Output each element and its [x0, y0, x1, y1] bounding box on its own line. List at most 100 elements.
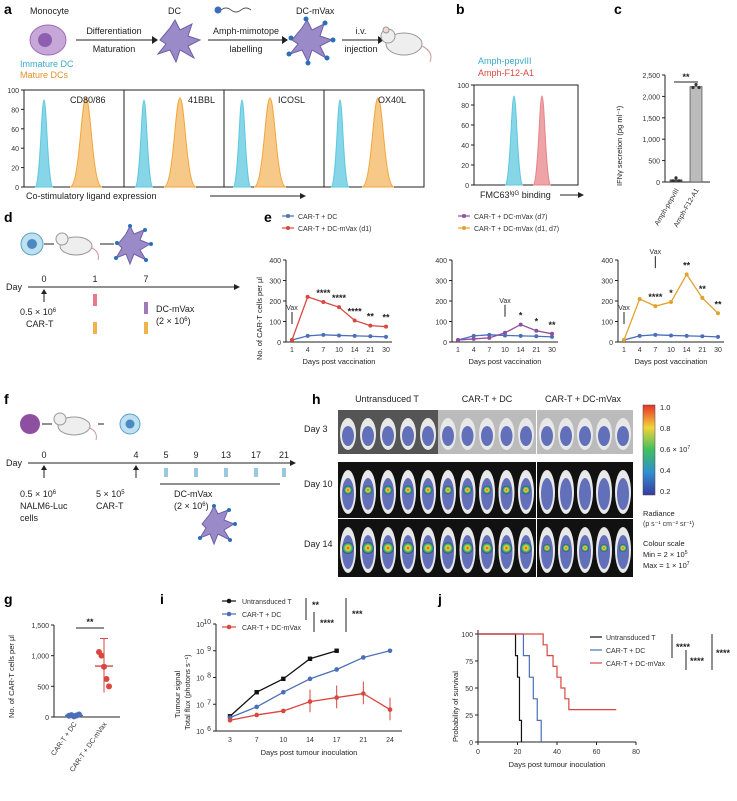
hist-label-41bbl: 41BBL	[188, 95, 215, 105]
e-ytick-label: 400	[435, 258, 447, 265]
h-signal	[461, 426, 474, 446]
j-ytick-label: 0	[469, 740, 473, 747]
e-ytick-label: 100	[435, 320, 447, 327]
e-series-point	[456, 337, 460, 342]
monocyte-label: Monocyte	[30, 6, 69, 16]
e-ytick-label: 400	[269, 258, 281, 265]
d-day-1: 1	[92, 274, 97, 284]
h-signal-hot	[482, 485, 492, 495]
h-signal-hot	[599, 543, 609, 553]
h-signal-hot	[342, 542, 354, 554]
h-signal	[617, 478, 629, 510]
e-xtick-label: 1	[622, 347, 626, 354]
panel-a-schematic: Monocyte Immature DC Mature DCs Differen…	[20, 6, 432, 80]
a-ytick-label: 80	[11, 107, 19, 114]
e-legend-marker	[286, 226, 290, 230]
mouse-icon-d	[55, 232, 99, 261]
h-signal-hot	[463, 485, 472, 495]
e-sig: ****	[316, 288, 331, 298]
h-signal	[579, 478, 591, 510]
e-sig: **	[683, 260, 691, 270]
g-sig: **	[86, 617, 94, 627]
dc-label: DC	[168, 6, 181, 16]
h-signal-hot	[383, 485, 393, 495]
h-signal-hot	[580, 543, 590, 553]
j-xtick-label: 40	[553, 749, 561, 756]
e-sig: *	[669, 288, 673, 298]
i-series-point	[334, 667, 339, 672]
panel-c-chart: IFNγ secretion (pg ml⁻¹) 0 500 1,000 1,500 2…	[615, 72, 710, 229]
d-note1-line1: 0.5 × 106	[20, 307, 57, 317]
h-signal-hot	[481, 542, 493, 554]
d-timeline-head	[234, 284, 240, 290]
h-signal-hot	[362, 542, 374, 554]
f-syringe-icon	[224, 468, 228, 477]
scale-tick-1: 1.0	[660, 403, 670, 412]
d-day-0: 0	[41, 274, 46, 284]
i-ytick-label: 10	[196, 676, 204, 683]
h-signal	[382, 426, 394, 446]
hist-label-ox40l: OX40L	[378, 95, 406, 105]
h-signal	[500, 426, 513, 446]
panel-b-histogram: Amph-pepvIII Amph-F12-A1 100 80 60 40 20 0 FM…	[457, 56, 584, 200]
h-group-untransduced: Untransduced T	[355, 394, 419, 404]
f-day-tick: 4	[133, 450, 138, 460]
i-series-point	[254, 704, 259, 710]
i-series-point	[387, 707, 393, 712]
e-series-point	[337, 305, 341, 310]
e-vax-label: Vax	[618, 305, 630, 312]
hist-pepviii-peak	[504, 95, 524, 186]
f-note3-l2: (2 × 106)	[174, 501, 209, 511]
e-vax-label: Vax	[499, 298, 511, 305]
i-ytick-sup: 10	[203, 619, 211, 626]
h-signal-hot	[520, 542, 532, 554]
c-ytick-label: 2,500	[642, 73, 660, 80]
e-xlabel: Days post vaccination	[469, 357, 542, 366]
h-signal-hot	[500, 542, 513, 554]
b-ytick-label: 40	[461, 143, 469, 150]
f-syringe-icon	[194, 468, 198, 477]
h-signal-hot	[422, 542, 434, 554]
g-point	[101, 663, 107, 670]
i-ytick-sup: 9	[207, 646, 211, 653]
scale-tick-2: 0.8	[660, 424, 670, 433]
f-note1-l3: cells	[20, 513, 39, 523]
e-series-point	[534, 334, 539, 339]
f-syringe-icon	[254, 468, 258, 477]
h-signal	[541, 426, 553, 446]
dc-mvax-icon-f	[198, 504, 237, 546]
c-bar-point	[674, 176, 678, 180]
f-injection-head	[41, 465, 47, 470]
panel-e-ylabel: No. of CAR-T cells per μl	[255, 277, 264, 360]
e-ytick-label: 100	[601, 320, 613, 327]
c-ytick-label: 2,000	[642, 94, 660, 101]
panel-i-ylabel1: Tumour signal	[173, 670, 182, 718]
panel-a-xarrow-head	[300, 193, 306, 199]
b-ytick-label: 80	[461, 103, 469, 110]
h-signal	[560, 426, 572, 446]
e-series-point	[487, 335, 492, 340]
i-ytick-label: 10	[196, 702, 204, 709]
f-day-tick: 17	[251, 450, 261, 460]
e-series-point	[637, 296, 642, 301]
i-series-point	[281, 676, 286, 682]
h-signal	[560, 478, 572, 510]
monocyte-nucleus-icon	[38, 33, 52, 47]
scale-tick-4: 0.4	[660, 466, 670, 475]
e-xlabel: Days post vaccination	[303, 357, 376, 366]
e-series-point	[503, 330, 507, 335]
hist-label-cd80: CD80/86	[70, 95, 106, 105]
e-series-point	[487, 332, 492, 337]
e-xtick-label: 21	[532, 347, 540, 354]
h-signal-hot	[618, 543, 628, 553]
b-ytick-label: 0	[465, 183, 469, 190]
c-ytick-label: 1,000	[642, 137, 660, 144]
i-xtick-label: 17	[333, 737, 341, 744]
i-xtick-label: 24	[386, 737, 394, 744]
colour-scale-bar	[642, 404, 656, 496]
i-sig: ***	[352, 609, 363, 619]
i-series-point	[307, 656, 313, 661]
